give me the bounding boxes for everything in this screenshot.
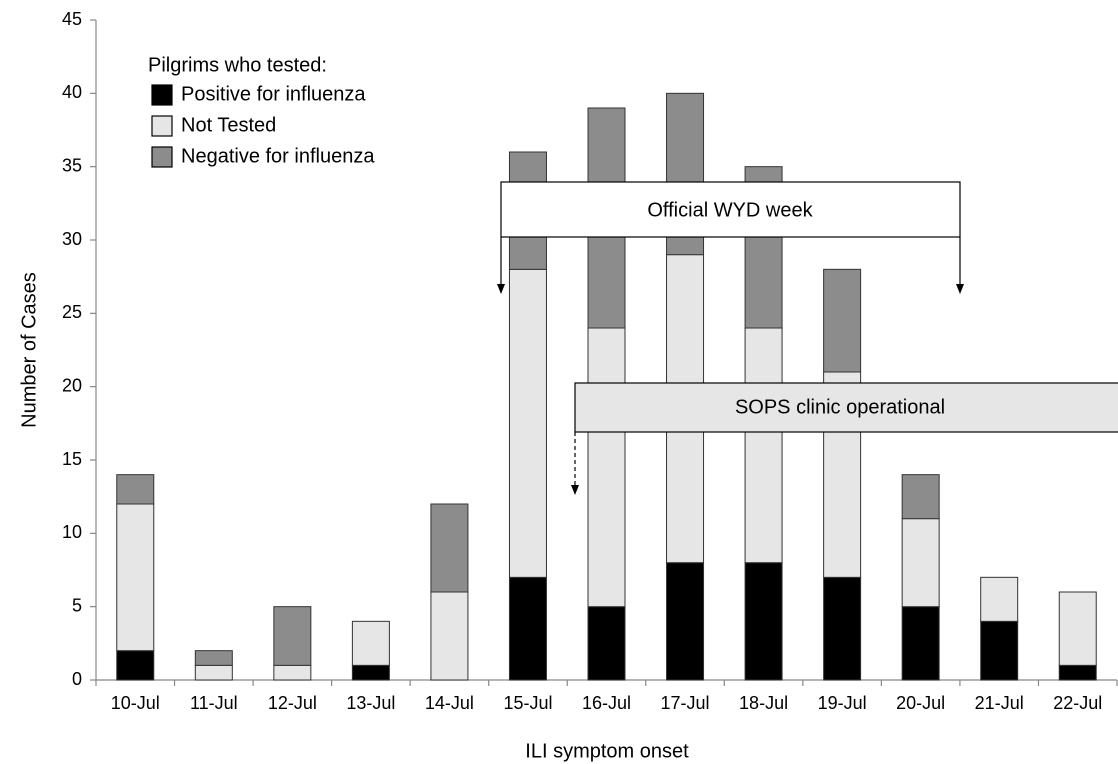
x-tick-label: 18-Jul xyxy=(739,693,788,713)
bar-segment xyxy=(901,474,940,520)
x-tick-label: 20-Jul xyxy=(896,693,945,713)
arrow-head xyxy=(497,284,505,294)
bar-segment xyxy=(587,327,626,608)
legend-swatch xyxy=(151,115,173,137)
y-tick-label: 10 xyxy=(62,522,82,542)
bar-segment xyxy=(508,576,547,681)
bar-segment xyxy=(430,591,469,681)
bar-segment xyxy=(587,606,626,681)
bar-segment xyxy=(116,474,155,505)
bar-segment xyxy=(980,576,1019,622)
bar-segment xyxy=(744,562,783,681)
x-tick-label: 19-Jul xyxy=(818,693,867,713)
bars xyxy=(90,19,1118,686)
legend-title: Pilgrims who tested: xyxy=(148,54,327,76)
annotation-text: Official WYD week xyxy=(647,199,813,221)
bar-segment xyxy=(1058,591,1097,666)
bar-segment xyxy=(351,664,390,681)
annotation-box xyxy=(574,382,1118,433)
x-tick-label: 22-Jul xyxy=(1053,693,1102,713)
y-tick-label: 5 xyxy=(72,595,82,615)
bar-segment xyxy=(823,268,862,373)
x-axis-label: ILI symptom onset xyxy=(525,740,689,762)
x-tick-label: 16-Jul xyxy=(582,693,631,713)
y-tick-label: 45 xyxy=(62,9,82,29)
bar-segment xyxy=(273,664,312,681)
bar-segment xyxy=(508,268,547,578)
arrow-head xyxy=(571,485,579,495)
y-axis-label: Number of Cases xyxy=(18,272,40,428)
y-tick-label: 35 xyxy=(62,155,82,175)
bar-segment xyxy=(980,620,1019,681)
bar-segment xyxy=(823,576,862,681)
x-tick-label: 12-Jul xyxy=(268,693,317,713)
bar-segment xyxy=(351,620,390,666)
bar-segment xyxy=(430,503,469,593)
annotation-wyd: Official WYD week xyxy=(497,181,964,294)
bar-segment xyxy=(744,327,783,564)
bar-segment xyxy=(116,650,155,681)
y-tick-label: 20 xyxy=(62,375,82,395)
bar-segment xyxy=(666,562,705,681)
legend-swatch xyxy=(151,84,173,106)
annotation-text: SOPS clinic operational xyxy=(735,396,945,418)
legend-label: Not Tested xyxy=(181,114,276,136)
y-tick-label: 0 xyxy=(72,669,82,689)
legend-label: Negative for influenza xyxy=(181,145,375,167)
bar-segment xyxy=(116,503,155,652)
x-tick-label: 17-Jul xyxy=(661,693,710,713)
bar-segment xyxy=(194,664,233,681)
y-tick-label: 40 xyxy=(62,82,82,102)
x-tick-label: 13-Jul xyxy=(346,693,395,713)
y-tick-label: 15 xyxy=(62,449,82,469)
bar-segment xyxy=(901,606,940,681)
x-tick-label: 15-Jul xyxy=(503,693,552,713)
x-tick-label: 21-Jul xyxy=(975,693,1024,713)
legend-label: Positive for influenza xyxy=(181,83,366,105)
x-tick-label: 14-Jul xyxy=(425,693,474,713)
x-tick-label: 10-Jul xyxy=(111,693,160,713)
bar-segment xyxy=(1058,664,1097,681)
bar-segment xyxy=(194,650,233,666)
legend-swatch xyxy=(151,146,173,168)
bar-segment xyxy=(273,606,312,666)
bar-segment xyxy=(901,518,940,608)
y-tick-label: 30 xyxy=(62,229,82,249)
y-tick-label: 25 xyxy=(62,302,82,322)
annotation-box xyxy=(500,181,961,238)
x-tick-label: 11-Jul xyxy=(190,693,238,713)
annotation-sops: SOPS clinic operational xyxy=(571,382,1118,495)
arrow-head xyxy=(956,284,964,294)
